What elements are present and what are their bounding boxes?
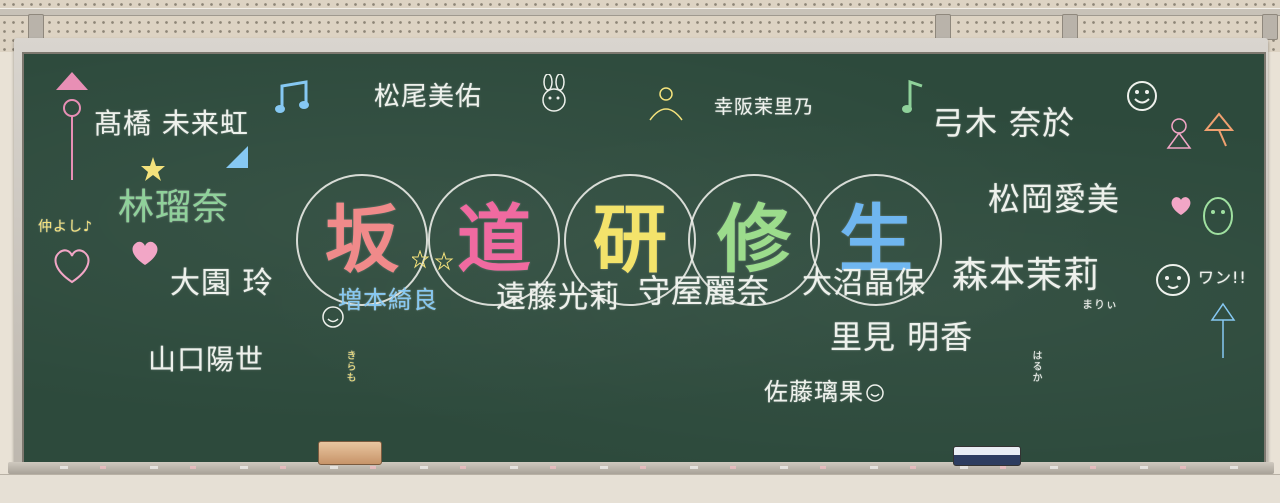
name-oonuma: 大沼晶保 [802, 266, 926, 301]
name-yamaguchi: 山口陽世 [148, 343, 265, 376]
name-morimoto: 森本茉莉 [952, 255, 1101, 296]
rail-hook [1062, 14, 1078, 40]
chalkboard: 坂 道 研 修 生 髙橋 未来虹 松尾美佑 幸阪茉里乃 弓木 奈於 林瑠奈 松岡… [22, 52, 1266, 466]
name-sato: 佐藤璃果 [764, 378, 864, 406]
heart-icon [1171, 197, 1191, 215]
title-char-4: 修 [688, 174, 820, 306]
rail-hook [935, 14, 951, 40]
heart-icon [54, 249, 90, 284]
name-hayashi: 林瑠奈 [118, 187, 230, 228]
heart-icon [132, 241, 158, 265]
smiley-icon [322, 306, 344, 328]
pin-arrow-icon [1204, 112, 1234, 147]
rail-hook [28, 14, 44, 40]
name-kosaka: 幸阪茉里乃 [714, 96, 815, 118]
title-char-2: 道 [428, 174, 560, 306]
rail-hook [1262, 14, 1278, 40]
person-doodle-icon [1210, 302, 1236, 358]
name-matsuo: 松尾美佑 [374, 82, 483, 112]
hanging-rail [0, 8, 1280, 16]
name-satomi: 里見 明香 [830, 318, 974, 356]
doodle-mari: まりぃ [1082, 298, 1118, 311]
doodle-wan: ワン!! [1198, 268, 1247, 287]
title-char-1: 坂 [296, 174, 428, 306]
bunny-doodle-icon [542, 74, 566, 112]
name-endo: 遠藤光莉 [496, 280, 620, 315]
doodle-nakayoshi: 仲よし♪ [38, 219, 93, 235]
side-doodle-icon [56, 72, 88, 180]
name-oozono: 大園 玲 [170, 266, 274, 301]
smiley-icon [866, 384, 884, 402]
stars-doodle-icon [412, 250, 454, 271]
name-moriya: 守屋麗奈 [638, 272, 771, 310]
doodle-kira: きらも [344, 350, 355, 383]
eraser-left[interactable] [318, 441, 382, 465]
flower-doodle-icon [649, 87, 683, 121]
dog-face-icon [1156, 264, 1190, 296]
name-takahashi: 髙橋 未来虹 [94, 107, 249, 140]
chalk-pieces [60, 466, 1240, 469]
title-char-5: 生 [810, 174, 942, 306]
star-icon [141, 157, 165, 181]
person-doodle-icon [1166, 118, 1192, 149]
smiley-icon [1127, 81, 1157, 111]
music-note-icon [902, 79, 923, 113]
name-yumiki: 弓木 奈於 [932, 104, 1076, 142]
ghost-face-icon [1203, 197, 1233, 235]
eraser-right[interactable] [953, 446, 1021, 466]
triangle-icon [226, 146, 248, 168]
name-masumoto: 増本綺良 [338, 286, 438, 314]
name-matsuoka: 松岡愛美 [988, 180, 1121, 218]
lower-wall [0, 474, 1280, 503]
music-note-icon [275, 80, 309, 113]
doodle-haruka: はるか [1030, 350, 1041, 383]
